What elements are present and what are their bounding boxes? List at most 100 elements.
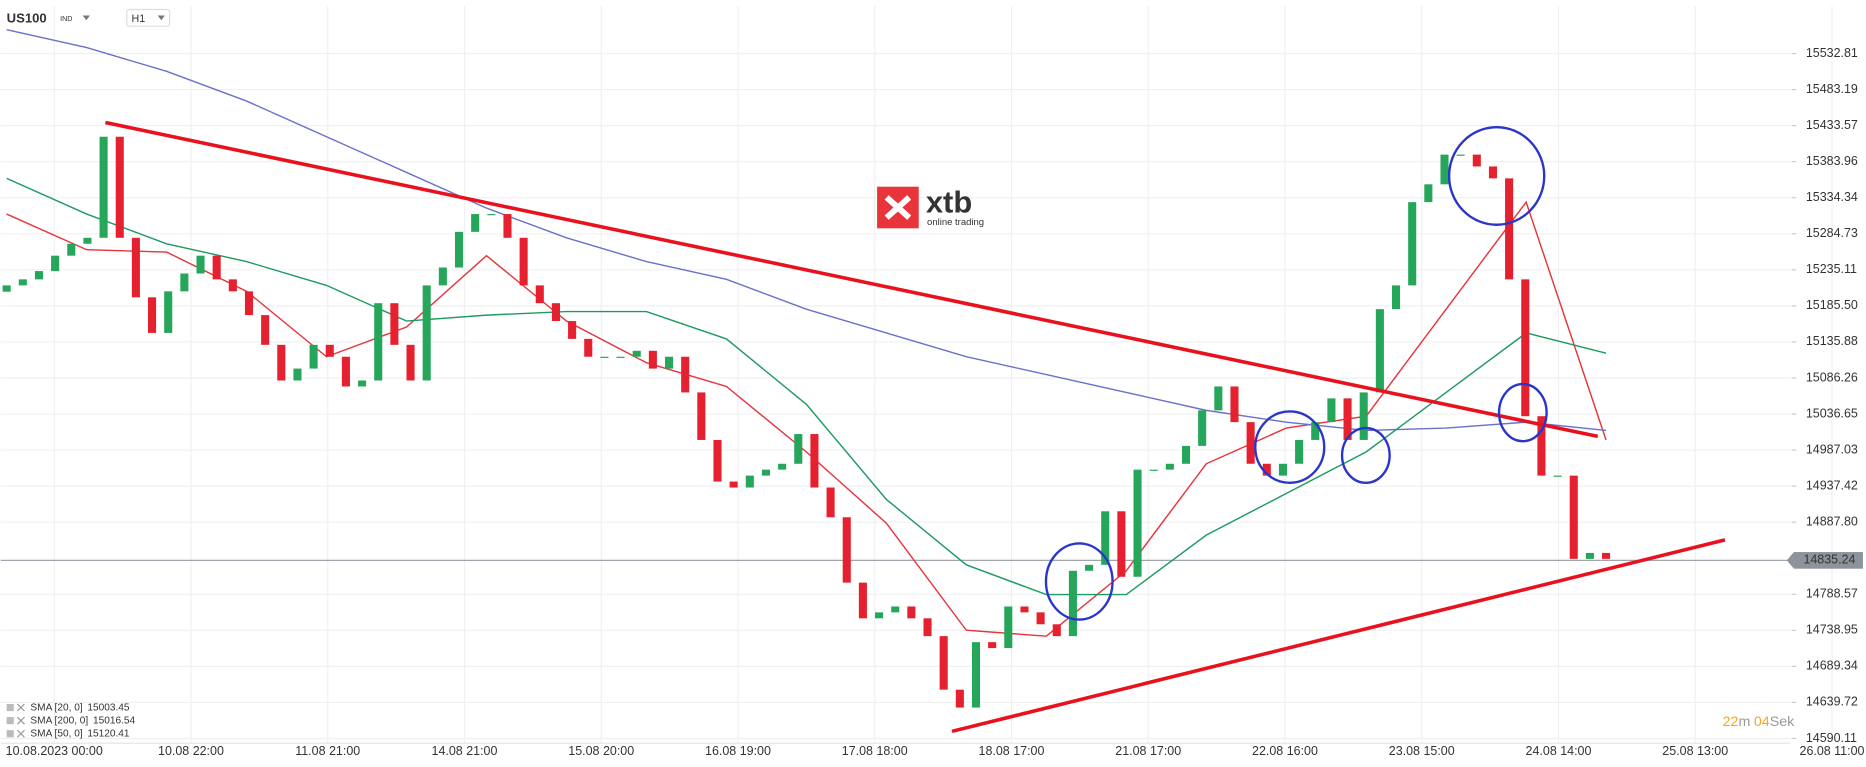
candle-body <box>422 285 431 381</box>
candle-body <box>1553 475 1562 477</box>
candle-body <box>341 356 350 387</box>
legend-icon <box>6 730 14 738</box>
candle-body <box>681 356 690 393</box>
circles <box>1044 126 1548 621</box>
y-tick-label: 14937.42 <box>1806 478 1858 492</box>
logo-x <box>884 195 912 220</box>
y-tick-label: 15334.34 <box>1806 190 1858 204</box>
circle <box>1254 410 1326 484</box>
x-tick-label: 14.08 21:00 <box>432 744 498 758</box>
sma-line <box>6 200 1607 637</box>
dropdown-arrow[interactable] <box>82 15 90 21</box>
legend-close <box>16 716 25 725</box>
legend-name: SMA [20, 0] <box>30 702 82 713</box>
candle-body <box>83 237 92 244</box>
y-tick-label: 14639.72 <box>1806 695 1858 709</box>
candle-body <box>1408 202 1417 286</box>
candle-body <box>1521 279 1530 417</box>
timer-minutes: 22 <box>1723 714 1739 730</box>
candle-body <box>309 344 318 369</box>
candle-body <box>325 344 334 357</box>
candle-body <box>1424 184 1433 203</box>
candle-body <box>180 273 189 292</box>
candle-body <box>1440 154 1449 185</box>
timer: 22m 04Sek <box>1723 714 1796 730</box>
candle-body <box>1117 511 1126 577</box>
candle-body <box>115 136 124 238</box>
legend-value: 15120.41 <box>87 728 129 739</box>
candle-body <box>438 267 447 286</box>
candle-body <box>826 487 835 518</box>
grid-layer <box>0 5 1833 744</box>
candle-body <box>2 285 11 292</box>
y-tick-label: 14987.03 <box>1806 442 1858 456</box>
candle-body <box>196 255 205 274</box>
candle-body <box>971 642 981 708</box>
candle-body <box>745 475 754 488</box>
y-tick-label: 15185.50 <box>1806 298 1858 312</box>
candle-body <box>923 618 932 637</box>
legend-value: 15016.54 <box>93 715 135 726</box>
candle-body <box>988 642 997 649</box>
y-tick-label: 14738.95 <box>1806 623 1858 637</box>
x-tick-label: 10.08.2023 00:00 <box>6 744 103 758</box>
x-tick-label: 24.08 14:00 <box>1526 744 1592 758</box>
dropdown-arrow[interactable] <box>157 15 165 21</box>
candle-body <box>1133 469 1142 577</box>
y-tick-label: 15433.57 <box>1806 118 1858 132</box>
x-tick-label: 18.08 17:00 <box>979 744 1045 758</box>
legend-close <box>16 729 25 738</box>
symbol[interactable]: US100 <box>7 10 47 25</box>
candle-body <box>600 356 609 358</box>
y-tick-label: 14689.34 <box>1806 659 1858 673</box>
candle-body <box>131 237 140 298</box>
legend-close <box>16 703 25 712</box>
candle-body <box>632 350 641 357</box>
candle-body <box>228 279 237 292</box>
candle-body <box>729 481 738 488</box>
candle-body <box>1311 422 1320 440</box>
candle-body <box>616 356 625 358</box>
candle-body <box>454 231 464 268</box>
legend-icon <box>6 717 14 725</box>
circle <box>1447 126 1546 226</box>
candle-body <box>406 344 415 381</box>
y-tick-label: 15483.19 <box>1806 82 1858 96</box>
candle-body <box>664 356 674 369</box>
candle-body <box>1343 398 1352 440</box>
timer-seconds: 04 <box>1754 714 1770 730</box>
candle-body <box>1585 552 1594 559</box>
candle-body <box>164 291 173 333</box>
legend-name: SMA [200, 0] <box>30 715 88 726</box>
timeframe-box[interactable] <box>126 8 171 27</box>
candle-body <box>277 344 286 381</box>
candle-body <box>842 517 851 583</box>
candle-body <box>778 463 787 470</box>
timer-minutes-unit: m <box>1738 714 1750 730</box>
candle-body <box>358 380 367 387</box>
y-tick-label: 14590.11 <box>1806 731 1857 745</box>
candle-body <box>1262 463 1271 476</box>
candle-body <box>810 434 819 488</box>
candle-body <box>1165 463 1174 470</box>
candle-body <box>907 606 916 619</box>
x-tick-label: 11.08 21:00 <box>295 744 360 758</box>
timeframe[interactable]: H1 <box>132 13 146 25</box>
candle-body <box>1085 564 1094 571</box>
candle-body <box>1068 570 1077 637</box>
candle-body <box>1246 422 1255 464</box>
candle-body <box>1101 511 1110 565</box>
x-tick-label: 15.08 20:00 <box>568 744 634 758</box>
candle-body <box>1278 463 1287 476</box>
candle-body <box>51 255 60 272</box>
y-tick-label: 15086.26 <box>1806 370 1858 384</box>
y-tick-label: 15383.96 <box>1806 154 1858 168</box>
candle-body <box>519 237 528 286</box>
candle-body <box>293 368 302 381</box>
logo-tagline: online trading <box>927 217 984 228</box>
candle-body <box>487 214 496 216</box>
candle-body <box>1472 154 1481 167</box>
timer-seconds-unit: Sek <box>1770 714 1795 730</box>
